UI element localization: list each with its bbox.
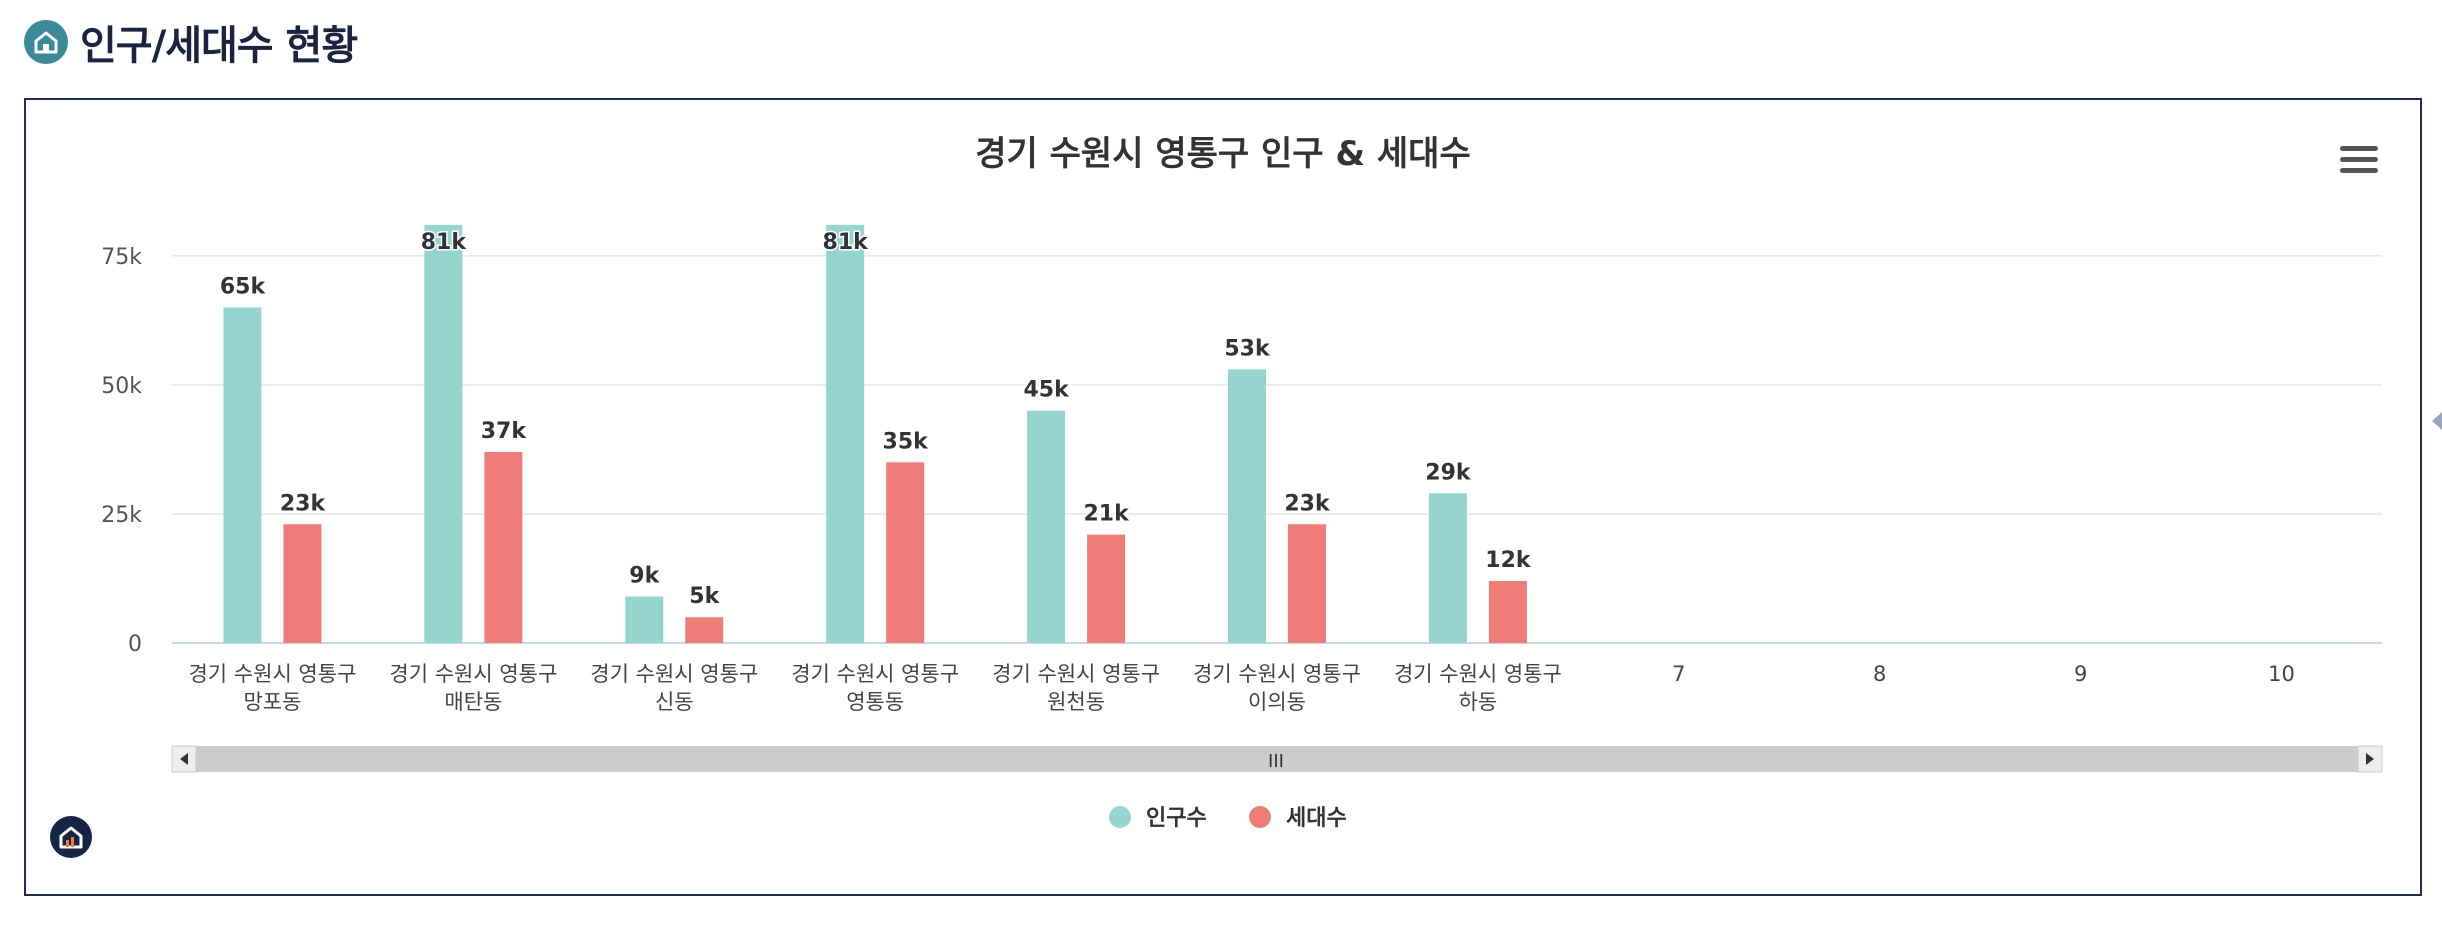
x-tick-label: 매탄동 bbox=[444, 690, 502, 714]
bar-population[interactable] bbox=[826, 224, 865, 643]
x-tick-label: 망포동 bbox=[243, 690, 301, 714]
section-title: 인구/세대수 현황 bbox=[80, 23, 358, 69]
data-label: 37k bbox=[481, 419, 528, 444]
bar-population[interactable] bbox=[424, 224, 463, 643]
x-tick-label: 원천동 bbox=[1047, 690, 1105, 714]
data-label: 65k bbox=[220, 274, 267, 299]
data-label: 23k bbox=[1284, 491, 1331, 516]
x-tick-label: 경기 수원시 영통구 bbox=[791, 662, 959, 686]
data-label: 53k bbox=[1224, 336, 1271, 361]
x-tick-label: 8 bbox=[1873, 662, 1886, 686]
chart-title: 경기 수원시 영통구 인구 & 세대수 bbox=[975, 134, 1470, 174]
x-tick-label: 경기 수원시 영통구 bbox=[1394, 662, 1562, 686]
bar-population[interactable] bbox=[1228, 369, 1266, 643]
bar-households[interactable] bbox=[283, 524, 322, 643]
legend-label[interactable]: 세대수 bbox=[1286, 806, 1347, 831]
bar-households[interactable] bbox=[484, 451, 523, 643]
x-tick-label: 경기 수원시 영통구 bbox=[389, 662, 557, 686]
x-tick-label: 영통동 bbox=[846, 690, 904, 714]
data-label: 9k bbox=[629, 564, 660, 589]
data-label: 81k bbox=[421, 230, 468, 255]
data-label: 29k bbox=[1425, 460, 1472, 485]
legend-label[interactable]: 인구수 bbox=[1146, 806, 1207, 831]
bar-households[interactable] bbox=[1288, 524, 1326, 643]
x-tick-label: 경기 수원시 영통구 bbox=[188, 662, 356, 686]
x-tick-label: 7 bbox=[1672, 662, 1685, 686]
y-tick-label: 0 bbox=[128, 632, 142, 657]
x-tick-label: 경기 수원시 영통구 bbox=[992, 662, 1160, 686]
scroll-right-arrow-icon bbox=[2366, 753, 2374, 765]
x-tick-label: 경기 수원시 영통구 bbox=[1193, 662, 1361, 686]
bar-households[interactable] bbox=[886, 462, 925, 643]
bar-population[interactable] bbox=[1027, 410, 1066, 643]
legend-marker[interactable] bbox=[1109, 806, 1131, 828]
home-icon bbox=[24, 20, 68, 64]
y-tick-label: 50k bbox=[101, 374, 142, 399]
scroll-left-arrow-icon bbox=[180, 753, 188, 765]
home-logo-icon[interactable] bbox=[50, 816, 92, 858]
bar-population[interactable] bbox=[625, 596, 664, 643]
data-label: 12k bbox=[1485, 548, 1532, 573]
data-label: 23k bbox=[280, 491, 327, 516]
data-label: 5k bbox=[689, 584, 720, 609]
section-header: 인구/세대수 현황 bbox=[24, 14, 358, 70]
data-label: 35k bbox=[883, 429, 930, 454]
bar-households[interactable] bbox=[685, 617, 724, 643]
scrollbar-grip[interactable]: III bbox=[1268, 751, 1284, 772]
x-tick-label: 9 bbox=[2074, 662, 2087, 686]
x-tick-label: 10 bbox=[2268, 662, 2295, 686]
data-label: 21k bbox=[1083, 502, 1130, 527]
hamburger-menu-icon-line bbox=[2340, 157, 2378, 162]
bar-households[interactable] bbox=[1488, 581, 1527, 643]
bar-population[interactable] bbox=[1428, 493, 1467, 643]
hamburger-menu-icon-line bbox=[2340, 168, 2378, 173]
x-tick-label: 하동 bbox=[1459, 690, 1498, 714]
x-tick-label: 신동 bbox=[655, 690, 694, 714]
data-label: 45k bbox=[1023, 378, 1070, 403]
y-tick-label: 25k bbox=[101, 503, 142, 528]
legend-marker[interactable] bbox=[1249, 806, 1271, 828]
y-tick-label: 75k bbox=[101, 245, 142, 270]
x-tick-label: 이의동 bbox=[1248, 690, 1306, 714]
bar-population[interactable] bbox=[223, 307, 262, 643]
chart-menu-button[interactable] bbox=[2340, 146, 2378, 180]
data-label: 81k bbox=[823, 230, 870, 255]
bar-households[interactable] bbox=[1087, 534, 1126, 643]
side-expand-arrow-icon[interactable] bbox=[2432, 412, 2442, 430]
x-tick-label: 경기 수원시 영통구 bbox=[590, 662, 758, 686]
scrollbar-track[interactable] bbox=[172, 746, 2382, 772]
hamburger-menu-icon bbox=[2340, 146, 2378, 151]
